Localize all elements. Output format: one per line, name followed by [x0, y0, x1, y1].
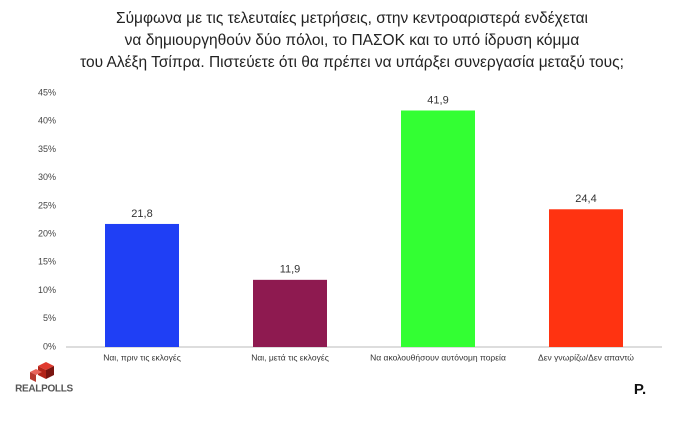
value-label: 21,8 [131, 208, 152, 220]
y-tick-label: 0% [43, 341, 56, 351]
x-tick-label: Να ακολουθήσουν αυτόνομη πορεία [370, 352, 506, 362]
brand: P. [634, 381, 646, 398]
y-tick-label: 5% [43, 313, 56, 323]
y-tick-label: 15% [38, 257, 56, 267]
logo-icon [30, 362, 54, 382]
y-tick-label: 40% [38, 116, 56, 126]
value-label: 41,9 [427, 94, 448, 106]
y-tick-label: 20% [38, 228, 56, 238]
x-tick-label: Ναι, πριν τις εκλογές [103, 352, 181, 362]
y-tick-label: 10% [38, 285, 56, 295]
bar [105, 223, 179, 347]
y-tick-label: 30% [38, 172, 56, 182]
logo: REALPOLLS [15, 384, 73, 395]
y-tick-label: 25% [38, 200, 56, 210]
x-tick-label: Δεν γνωρίζω/Δεν απαντώ [538, 352, 634, 362]
value-label: 11,9 [280, 264, 301, 276]
x-tick-label: Ναι, μετά τις εκλογές [251, 352, 329, 362]
chart-title: να δημιουργηθούν δύο πόλοι, το ΠΑΣΟΚ και… [125, 32, 580, 49]
value-label: 24,4 [575, 193, 596, 205]
y-tick-label: 45% [38, 87, 56, 97]
chart-title: Σύμφωνα με τις τελευταίες μετρήσεις, στη… [116, 10, 588, 27]
chart-title: του Αλέξη Τσίπρα. Πιστεύετε ότι θα πρέπε… [80, 54, 624, 71]
bar [401, 110, 475, 348]
y-tick-label: 35% [38, 144, 56, 154]
bar [253, 279, 327, 347]
bar [549, 209, 623, 347]
